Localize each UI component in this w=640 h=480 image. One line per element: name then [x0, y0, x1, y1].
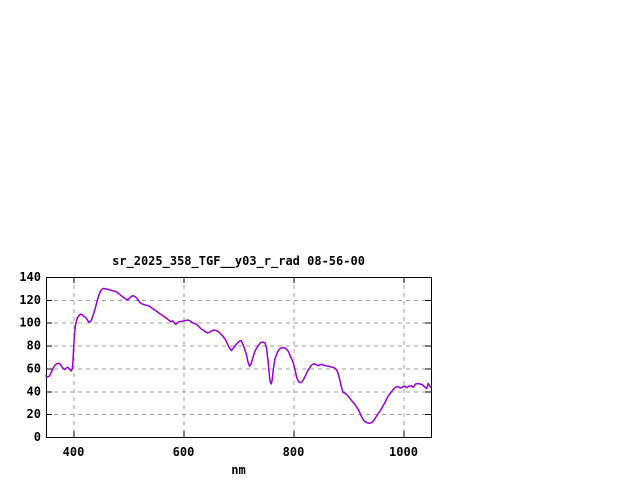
y-tick-label: 120 [19, 293, 41, 307]
y-tick-label: 20 [27, 407, 41, 421]
plot-border [46, 277, 432, 438]
y-tick-label: 100 [19, 316, 41, 330]
data-curve [45, 287, 432, 425]
x-axis-label: nm [231, 463, 245, 477]
x-tick-label: 600 [173, 445, 195, 459]
y-tick-label: 80 [27, 339, 41, 353]
x-tick-label: 1000 [389, 445, 418, 459]
y-tick-label: 140 [19, 270, 41, 284]
x-tick-label: 400 [63, 445, 85, 459]
x-tick-label: 800 [283, 445, 305, 459]
y-tick-label: 0 [34, 430, 41, 444]
y-tick-label: 40 [27, 384, 41, 398]
chart-title: sr_2025_358_TGF__y03_r_rad 08-56-00 [112, 254, 365, 268]
y-tick-label: 60 [27, 361, 41, 375]
